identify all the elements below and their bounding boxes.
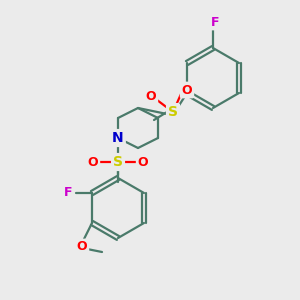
Text: S: S xyxy=(168,105,178,119)
Text: O: O xyxy=(77,241,87,254)
Text: N: N xyxy=(112,131,124,145)
Text: O: O xyxy=(88,155,98,169)
Text: F: F xyxy=(211,16,219,28)
Text: O: O xyxy=(138,155,148,169)
Text: O: O xyxy=(182,83,192,97)
Text: O: O xyxy=(146,89,156,103)
Text: S: S xyxy=(113,155,123,169)
Text: F: F xyxy=(64,187,72,200)
